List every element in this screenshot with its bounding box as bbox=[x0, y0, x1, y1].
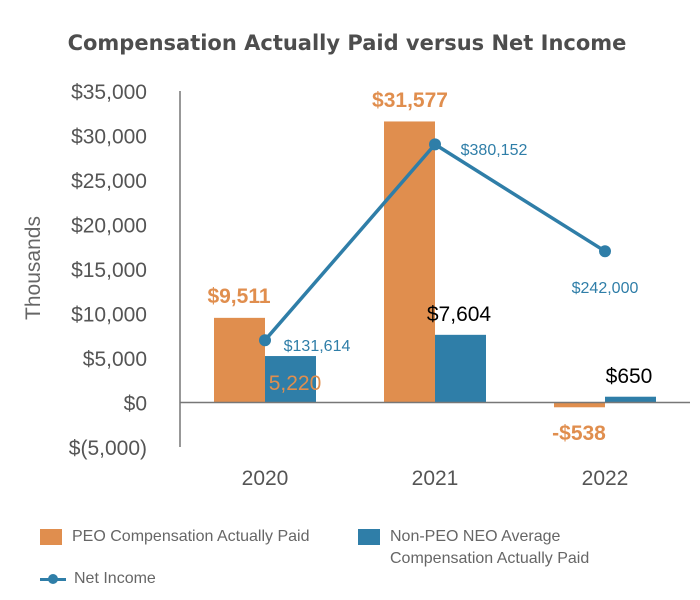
data-label-neo-2022: $650 bbox=[606, 365, 653, 388]
legend-swatch-peo bbox=[40, 529, 62, 545]
bar-neo-2021 bbox=[435, 334, 486, 403]
y-axis-label: Thousands bbox=[22, 216, 45, 320]
x-axis-ticks: 2020 2021 2022 bbox=[242, 467, 629, 490]
legend-label-net-income: Net Income bbox=[74, 570, 156, 587]
x-tick-label: 2022 bbox=[582, 467, 629, 490]
y-tick-label: $35,000 bbox=[71, 81, 147, 104]
data-label-neo-2020: 5,220 bbox=[269, 372, 322, 395]
x-tick-label: 2021 bbox=[412, 467, 459, 490]
bars bbox=[214, 121, 656, 408]
net-income-point-2021 bbox=[429, 138, 441, 151]
x-tick-label: 2020 bbox=[242, 467, 289, 490]
data-label-peo-2022: -$538 bbox=[552, 422, 606, 445]
data-labels: $9,511 5,220 $131,614 $31,577 $7,604 $380,152… bbox=[207, 89, 652, 445]
data-label-peo-2020: $9,511 bbox=[207, 285, 270, 308]
data-label-net-income-2021: $380,152 bbox=[461, 142, 528, 159]
legend-item-neo: Non-PEO NEO Average Compensation Actuall… bbox=[358, 526, 648, 570]
bar-neo-2022 bbox=[605, 396, 656, 403]
bar-peo-2022 bbox=[554, 402, 605, 408]
net-income-line-group bbox=[259, 138, 611, 347]
legend: PEO Compensation Actually Paid Non-PEO N… bbox=[40, 522, 680, 594]
net-income-point-2020 bbox=[259, 334, 271, 347]
y-tick-label: $0 bbox=[124, 393, 147, 416]
chart-title: Compensation Actually Paid versus Net In… bbox=[68, 31, 627, 55]
legend-marker-net-income bbox=[40, 568, 66, 590]
legend-swatch-neo bbox=[358, 529, 380, 545]
legend-item-net-income: Net Income bbox=[40, 568, 156, 590]
data-label-net-income-2022: $242,000 bbox=[572, 280, 639, 297]
y-tick-label: $10,000 bbox=[71, 304, 147, 327]
net-income-point-2022 bbox=[599, 245, 611, 258]
y-tick-label: $(5,000) bbox=[69, 437, 147, 460]
y-axis-ticks: $35,000 $30,000 $25,000 $20,000 $15,000 $10,0… bbox=[69, 81, 147, 460]
y-tick-label: $25,000 bbox=[71, 170, 147, 193]
data-label-peo-2021: $31,577 bbox=[372, 89, 448, 112]
data-label-net-income-2020: $131,614 bbox=[284, 338, 351, 355]
legend-item-peo: PEO Compensation Actually Paid bbox=[40, 526, 309, 548]
data-label-neo-2021: $7,604 bbox=[427, 303, 492, 326]
y-tick-label: $5,000 bbox=[83, 348, 147, 371]
chart: Compensation Actually Paid versus Net In… bbox=[22, 31, 690, 490]
y-tick-label: $30,000 bbox=[71, 126, 147, 149]
bar-peo-2020 bbox=[214, 317, 265, 403]
legend-label-peo: PEO Compensation Actually Paid bbox=[72, 528, 310, 545]
y-tick-label: $15,000 bbox=[71, 259, 147, 282]
bar-neo-2020 bbox=[265, 356, 316, 403]
legend-label-neo: Non-PEO NEO Average Compensation Actuall… bbox=[390, 528, 590, 567]
bar-peo-2021 bbox=[384, 121, 435, 403]
y-tick-label: $20,000 bbox=[71, 215, 147, 238]
